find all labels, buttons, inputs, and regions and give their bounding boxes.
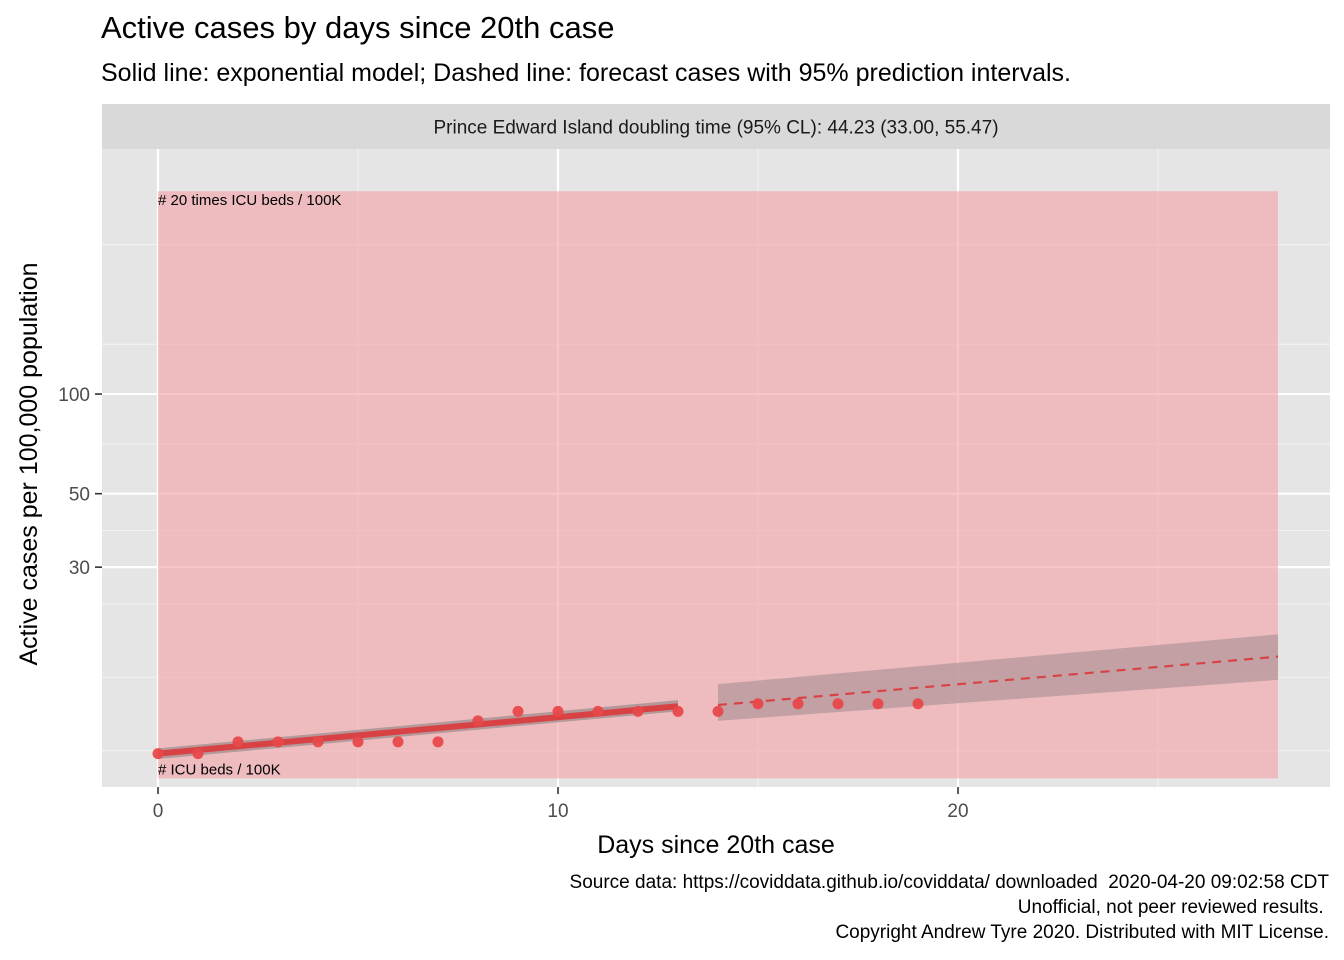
facet-strip-label: Prince Edward Island doubling time (95% … <box>433 118 998 139</box>
data-point <box>512 705 524 717</box>
data-point <box>912 698 924 710</box>
icu-upper-label: # 20 times ICU beds / 100K <box>158 192 341 209</box>
data-point <box>632 705 644 717</box>
chart-caption: Source data: https://coviddata.github.io… <box>570 870 1329 945</box>
data-point <box>552 705 564 717</box>
x-tick-label: 0 <box>153 801 164 822</box>
caption-copyright: Copyright Andrew Tyre 2020. Distributed … <box>835 922 1329 943</box>
data-point <box>752 698 764 710</box>
forecast-line <box>717 655 1279 707</box>
data-point <box>232 736 244 748</box>
data-point <box>432 736 444 748</box>
y-axis-title: Active cases per 100,000 population <box>15 262 43 665</box>
chart-subtitle: Solid line: exponential model; Dashed li… <box>101 59 1071 87</box>
y-tick-label: 50 <box>69 485 90 506</box>
y-tick-label: 100 <box>58 385 90 406</box>
data-point <box>472 715 484 727</box>
chart-title: Active cases by days since 20th case <box>101 10 615 45</box>
data-point <box>832 698 844 710</box>
model-fit-line <box>157 703 679 757</box>
forecast-prediction-band <box>718 634 1278 721</box>
data-point <box>872 698 884 710</box>
y-tick-label: 30 <box>69 558 90 579</box>
data-point <box>592 705 604 717</box>
x-axis-title: Days since 20th case <box>597 831 835 859</box>
data-point <box>152 748 164 760</box>
caption-disclaimer: Unofficial, not peer reviewed results. <box>1017 897 1329 918</box>
data-point <box>672 705 684 717</box>
caption-source: Source data: https://coviddata.github.io… <box>569 872 1329 893</box>
data-point <box>192 748 204 760</box>
facet-strip <box>102 104 1330 149</box>
icu-lower-label: # ICU beds / 100K <box>158 761 281 778</box>
data-point <box>792 698 804 710</box>
data-point <box>712 705 724 717</box>
x-tick-label: 20 <box>947 801 968 822</box>
data-point <box>272 736 284 748</box>
data-point <box>392 736 404 748</box>
data-point <box>312 736 324 748</box>
data-point <box>352 736 364 748</box>
x-tick-label: 10 <box>547 801 568 822</box>
